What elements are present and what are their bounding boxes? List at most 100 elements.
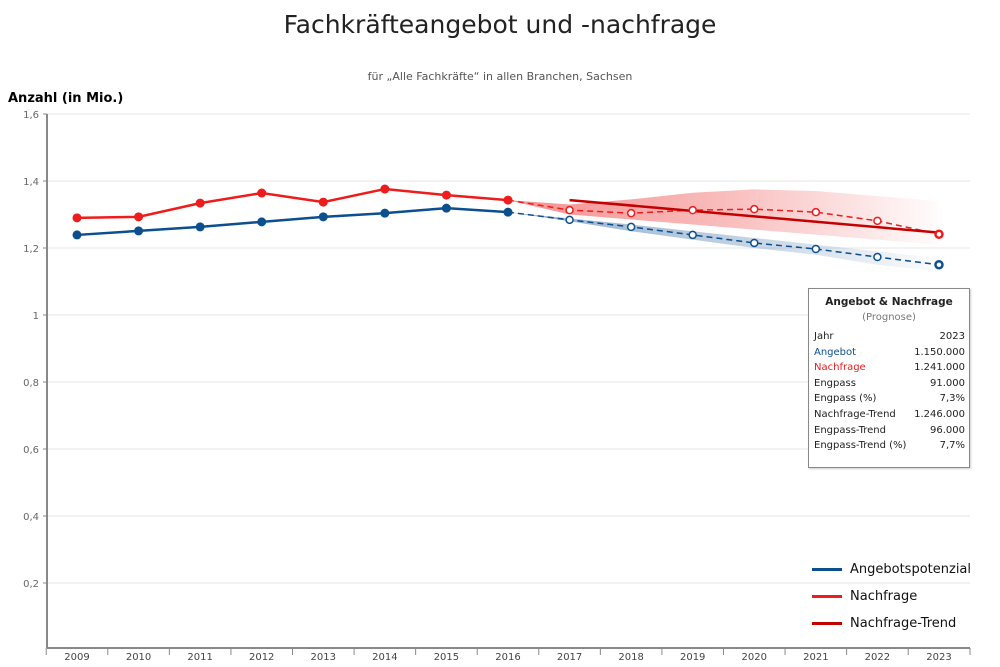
x-tick-label: 2013 [311,652,336,663]
data-point-forecast [688,205,697,215]
x-tick-label: 2018 [618,652,643,663]
data-point [380,208,390,218]
tooltip-row-label: Jahr [814,331,834,342]
data-point-forecast [811,207,821,217]
y-tick-label: 0,8 [23,378,39,389]
x-tick-label: 2012 [249,652,274,663]
data-point [72,230,82,240]
x-tick-label: 2014 [372,652,397,663]
x-tick-label: 2023 [926,652,951,663]
legend-item-angebot[interactable]: Angebotspotenzial [812,556,971,583]
chart-subtitle: für „Alle Fachkräfte“ in allen Branchen,… [367,70,633,83]
data-point-forecast [565,215,574,225]
x-tick-label: 2011 [187,652,212,663]
data-point [318,212,328,222]
tooltip: Angebot & Nachfrage (Prognose) Jahr 2023 A… [808,288,970,468]
tooltip-row: Engpass 91.000 [809,376,969,392]
tooltip-subtitle: (Prognose) [862,312,916,323]
tooltip-row-value: 91.000 [930,377,965,389]
tooltip-row: Engpass-Trend (%) 7,7% [809,438,969,454]
data-point [257,217,267,227]
tooltip-row-value: 7,7% [939,440,965,452]
legend-item-nachfrage[interactable]: Nachfrage [812,583,971,610]
tooltip-row-value: 1.241.000 [914,362,965,374]
tooltip-row-label: Nachfrage-Trend [814,408,896,420]
tooltip-row-value: 7,3% [939,393,965,405]
legend-label: Nachfrage [850,589,918,604]
series-line-actual [76,206,509,237]
data-point [134,226,144,236]
data-point-forecast [626,222,636,232]
x-tick-label: 2017 [557,652,582,663]
y-tick-label: 0,4 [23,512,39,523]
forecast-band-1 [507,212,939,272]
data-point-forecast [626,208,636,218]
tooltip-row-label: Engpass (%) [814,393,877,405]
x-tick-label: 2019 [680,652,705,663]
series-line-forecast [507,211,940,266]
x-tick-label: 2010 [126,652,151,663]
tooltip-row-value: 96.000 [930,424,965,436]
data-point [441,203,451,213]
y-tick-label: 0,6 [23,445,39,456]
legend: Angebotspotenzial Nachfrage Nachfrage-Tr… [812,556,971,637]
x-tick-label: 2021 [803,652,828,663]
tooltip-row: Angebot 1.150.000 [809,345,969,361]
tooltip-title: Angebot & Nachfrage [825,296,953,308]
legend-swatch [812,622,842,625]
data-point-forecast [934,260,944,270]
chart-title: Fachkräfteangebot und -nachfrage [283,10,717,39]
x-tick-label: 2020 [742,652,767,663]
y-axis-label: Anzahl (in Mio.) [8,91,124,106]
y-tick-label: 1,2 [23,244,39,255]
series-line-actual [76,187,509,220]
tooltip-row-value: 2023 [939,331,965,342]
data-point [195,222,205,232]
legend-swatch [812,595,842,598]
data-point-forecast [873,252,882,262]
tooltip-row-label: Nachfrage [814,362,866,374]
data-point [503,207,513,217]
data-point-forecast [750,204,759,214]
x-tick-label: 2016 [495,652,520,663]
x-tick-label: 2015 [434,652,459,663]
y-tick-label: 1,4 [23,177,39,188]
trend-line [569,198,940,234]
tooltip-row: Engpass (%) 7,3% [809,391,969,407]
legend-label: Angebotspotenzial [850,562,972,577]
data-point-forecast [750,238,759,248]
x-tick-label: 2022 [865,652,890,663]
data-point-forecast [811,244,821,254]
legend-swatch [812,568,842,571]
legend-label: Nachfrage-Trend [850,616,957,631]
tooltip-row-value: 1.246.000 [914,408,965,420]
data-point [441,190,451,200]
data-point-forecast [934,229,944,240]
data-point [503,195,513,205]
legend-item-nachfrage-trend[interactable]: Nachfrage-Trend [812,610,971,637]
tooltip-row: Nachfrage 1.241.000 [809,360,969,376]
tooltip-row: Nachfrage-Trend 1.246.000 [809,407,969,423]
data-point [257,188,267,198]
y-tick-label: 1 [33,311,39,322]
data-point [318,197,328,207]
series-line-forecast [507,199,940,235]
tooltip-row-label: Engpass-Trend [814,424,886,436]
x-tick-label: 2009 [64,652,89,663]
data-point [195,198,205,208]
data-point-forecast [688,230,697,240]
tooltip-row-value: 1.150.000 [914,346,965,358]
data-point-forecast [565,205,574,215]
tooltip-row-label: Engpass-Trend (%) [814,440,907,452]
y-tick-label: 1,6 [23,110,39,121]
data-point [134,212,144,222]
y-tick-label: 0,2 [23,579,39,590]
tooltip-row-label: Engpass [814,377,856,389]
data-point-forecast [873,216,882,226]
tooltip-row-label: Angebot [814,346,857,358]
data-point [380,184,390,194]
tooltip-row: Jahr 2023 [809,329,969,345]
tooltip-row: Engpass-Trend 96.000 [809,423,969,439]
data-point [72,213,82,223]
